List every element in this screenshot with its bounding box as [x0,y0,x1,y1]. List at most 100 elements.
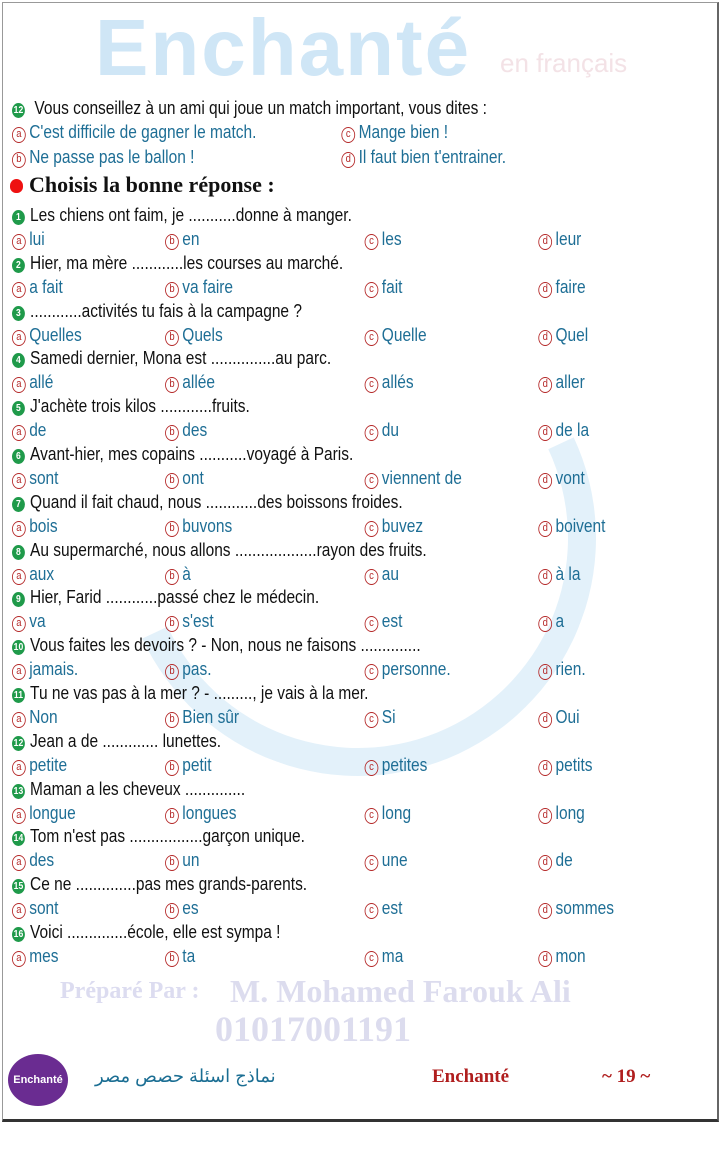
option-a[interactable]: a longue [12,801,76,825]
question-text: Hier, ma mère ............les courses au… [30,252,344,273]
question-number-badge: 8 [12,544,25,560]
option-b[interactable]: b petit [165,753,212,777]
prev-options-row-1: a C'est difficile de gagner le match. c Ma… [12,120,614,144]
option-b[interactable]: b en [165,227,200,251]
option-c[interactable]: c ma [364,944,403,968]
option-d[interactable]: d long [538,801,585,825]
option-c[interactable]: c du [364,418,399,442]
option-a[interactable]: a allé [12,370,53,394]
option-d[interactable]: d vont [538,466,585,490]
option-text: fait [381,276,403,297]
option-c[interactable]: c personne. [364,657,451,681]
option-c[interactable]: c est [364,609,402,633]
option-b[interactable]: b des [165,418,207,442]
option-b[interactable]: b ont [165,466,204,490]
option-a[interactable]: a de [12,418,46,442]
option-d[interactable]: d Il faut bien t'entrainer. [341,145,506,169]
footer-logo-text: Enchanté [13,1074,63,1086]
option-d[interactable]: d rien. [538,657,586,681]
question-number-badge: 15 [12,879,25,895]
option-a[interactable]: a lui [12,227,45,251]
option-b[interactable]: b buvons [165,514,232,538]
option-c[interactable]: c fait [364,275,403,299]
option-text: Si [381,706,396,727]
option-a[interactable]: a petite [12,753,67,777]
option-d[interactable]: d de [538,848,573,872]
question-number-badge: 10 [12,640,25,656]
option-letter-icon: d [538,377,553,394]
option-c[interactable]: c Si [364,705,396,729]
option-a[interactable]: a des [12,848,54,872]
option-d[interactable]: d mon [538,944,586,968]
option-text: des [182,420,208,441]
option-b[interactable]: b es [165,896,199,920]
option-text: petit [182,754,212,775]
option-text: sont [29,898,59,919]
options-row: a longue b longues c long d long [12,801,683,825]
option-a[interactable]: a Quelles [12,323,82,347]
options-row: a sont b ont c viennent de d vont [12,466,683,490]
option-letter-icon: c [364,616,379,633]
option-a[interactable]: a va [12,609,46,633]
option-letter-icon: c [364,903,379,920]
option-b[interactable]: b pas. [165,657,212,681]
option-c[interactable]: c une [364,848,408,872]
option-letter-icon: d [538,472,553,489]
option-a[interactable]: a jamais. [12,657,78,681]
option-c[interactable]: c allés [364,370,414,394]
option-text: de [555,850,573,871]
option-text: jamais. [29,659,79,680]
option-text: longue [29,802,76,823]
option-c[interactable]: c au [364,562,399,586]
option-b[interactable]: b Bien sûr [165,705,239,729]
option-d[interactable]: d Oui [538,705,580,729]
option-d[interactable]: d aller [538,370,585,394]
question-number-badge: 12 [12,735,25,751]
option-a[interactable]: a mes [12,944,58,968]
option-letter-icon: a [12,329,26,346]
option-c[interactable]: c viennent de [364,466,462,490]
option-letter-icon: a [12,281,26,298]
option-a[interactable]: a bois [12,514,58,538]
option-d[interactable]: d faire [538,275,586,299]
option-text: de [29,420,47,441]
option-b[interactable]: b longues [165,801,237,825]
option-letter-icon: d [538,233,553,250]
option-d[interactable]: d de la [538,418,589,442]
option-a[interactable]: a Non [12,705,58,729]
option-a[interactable]: a sont [12,466,58,490]
option-b[interactable]: b s'est [165,609,214,633]
option-a[interactable]: a aux [12,562,54,586]
option-d[interactable]: d boivent [538,514,605,538]
option-c[interactable]: c les [364,227,402,251]
option-d[interactable]: d petits [538,753,593,777]
option-letter-icon: b [165,425,179,442]
option-b[interactable]: b ta [165,944,195,968]
option-c[interactable]: c petites [364,753,427,777]
option-b[interactable]: b allée [165,370,215,394]
option-a[interactable]: a sont [12,896,58,920]
question-number-badge: 9 [12,592,25,608]
option-c[interactable]: c buvez [364,514,423,538]
option-c[interactable]: c Quelle [364,323,427,347]
option-text: a [555,611,565,632]
option-b[interactable]: b Quels [165,323,223,347]
option-c[interactable]: c Mange bien ! [341,120,448,144]
option-a[interactable]: a C'est difficile de gagner le match. [12,120,256,144]
question-text: Vous faites les devoirs ? - Non, nous ne… [30,635,421,656]
option-d[interactable]: d sommes [538,896,614,920]
option-d[interactable]: d Quel [538,323,588,347]
option-letter-icon: b [165,950,179,967]
option-b[interactable]: b un [165,848,200,872]
option-c[interactable]: c long [364,801,411,825]
option-b[interactable]: b va faire [165,275,233,299]
option-d[interactable]: d leur [538,227,581,251]
question-text: Maman a les cheveux .............. [30,778,246,799]
option-letter-icon: b [165,664,179,681]
option-c[interactable]: c est [364,896,402,920]
option-b[interactable]: b Ne passe pas le ballon ! [12,145,194,169]
